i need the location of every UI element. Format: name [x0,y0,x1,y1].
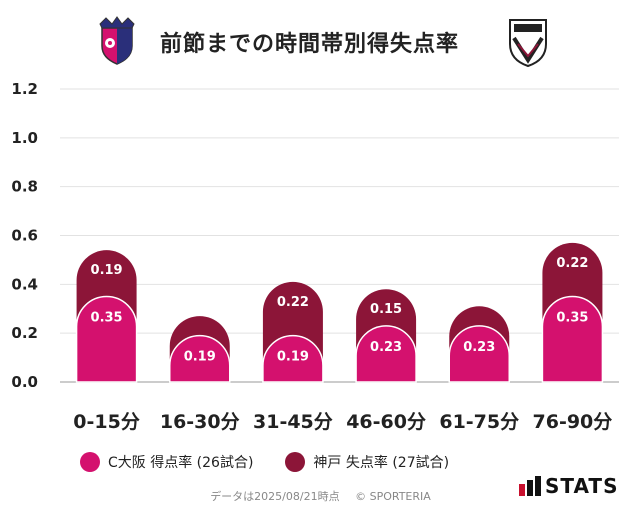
y-tick-label: 1.0 [11,129,38,147]
bar-label-vissel: 0.22 [277,295,309,310]
footer: データは2025/08/21時点 © SPORTERIA [0,488,641,504]
bar-chart: 0.00.20.40.60.81.01.2 0.350.190.19 0.190.… [11,80,619,433]
x-category-label: 0-15分 [73,411,140,433]
legend-label-cerezo: C大阪 得点率 (26試合) [108,455,254,471]
vissel-kobe-crest-icon [509,19,547,68]
bar-label-vissel: 0.15 [370,302,402,317]
y-tick-label: 0.0 [11,373,38,391]
chart-header: 前節までの時間帯別得失点率 [0,0,641,80]
bar-label-vissel: 0.22 [556,256,588,271]
legend-swatch-cerezo [80,452,100,472]
x-category-label: 46-60分 [346,411,426,433]
bar-cerezo-scored [541,295,604,383]
x-category-label: 16-30分 [160,411,240,433]
bar-label-cerezo: 0.19 [184,350,216,365]
bar-cerezo-scored [355,325,417,383]
legend-label-vissel: 神戸 失点率 (27試合) [313,455,450,471]
bar-cerezo-scored [169,334,231,383]
bar-label-cerezo: 0.23 [463,340,495,355]
x-category-label: 61-75分 [439,411,519,433]
bars: 0.35 0.19 0.19 0.19 0.22 0.23 0.15 0.23 0.35 0.22 [75,242,604,383]
chart-title: 前節までの時間帯別得失点率 [160,32,460,57]
legend-item-cerezo: C大阪 得点率 (26試合) [80,452,253,472]
copyright: © SPORTERIA [355,490,431,503]
stats-text: STATS [545,474,619,498]
x-category-label: 76-90分 [533,411,613,433]
legend-swatch-vissel [285,452,306,472]
bar-cerezo-scored [262,334,324,383]
bar-label-cerezo: 0.19 [277,350,309,365]
bar-cerezo-scored [75,295,138,383]
y-tick-label: 1.2 [11,80,38,98]
bar-cerezo-scored [448,325,510,383]
y-tick-label: 0.6 [11,227,38,245]
legend: C大阪 得点率 (26試合) 神戸 失点率 (27試合) [80,449,481,475]
bar-label-cerezo: 0.35 [91,311,123,326]
x-axis: 0-15分 16-30分 31-45分 46-60分 61-75分 76-90分 [73,411,612,433]
bar-label-vissel: 0.19 [91,263,123,278]
bar-label-cerezo: 0.23 [370,340,402,355]
bar-label-cerezo: 0.35 [556,311,588,326]
x-category-label: 31-45分 [253,411,333,433]
y-tick-label: 0.4 [11,275,38,293]
y-axis: 0.0 0.2 0.4 0.6 0.8 1.0 1.2 [11,80,38,391]
y-tick-label: 0.8 [11,178,38,196]
stats-bars-icon [519,476,541,496]
y-tick-label: 0.2 [11,324,38,342]
grid-lines [60,88,619,383]
cerezo-osaka-crest-icon [99,16,135,65]
legend-item-vissel: 神戸 失点率 (27試合) [285,452,449,472]
stats-logo: STATS [519,474,618,498]
data-date: データは2025/08/21時点 [210,490,340,503]
